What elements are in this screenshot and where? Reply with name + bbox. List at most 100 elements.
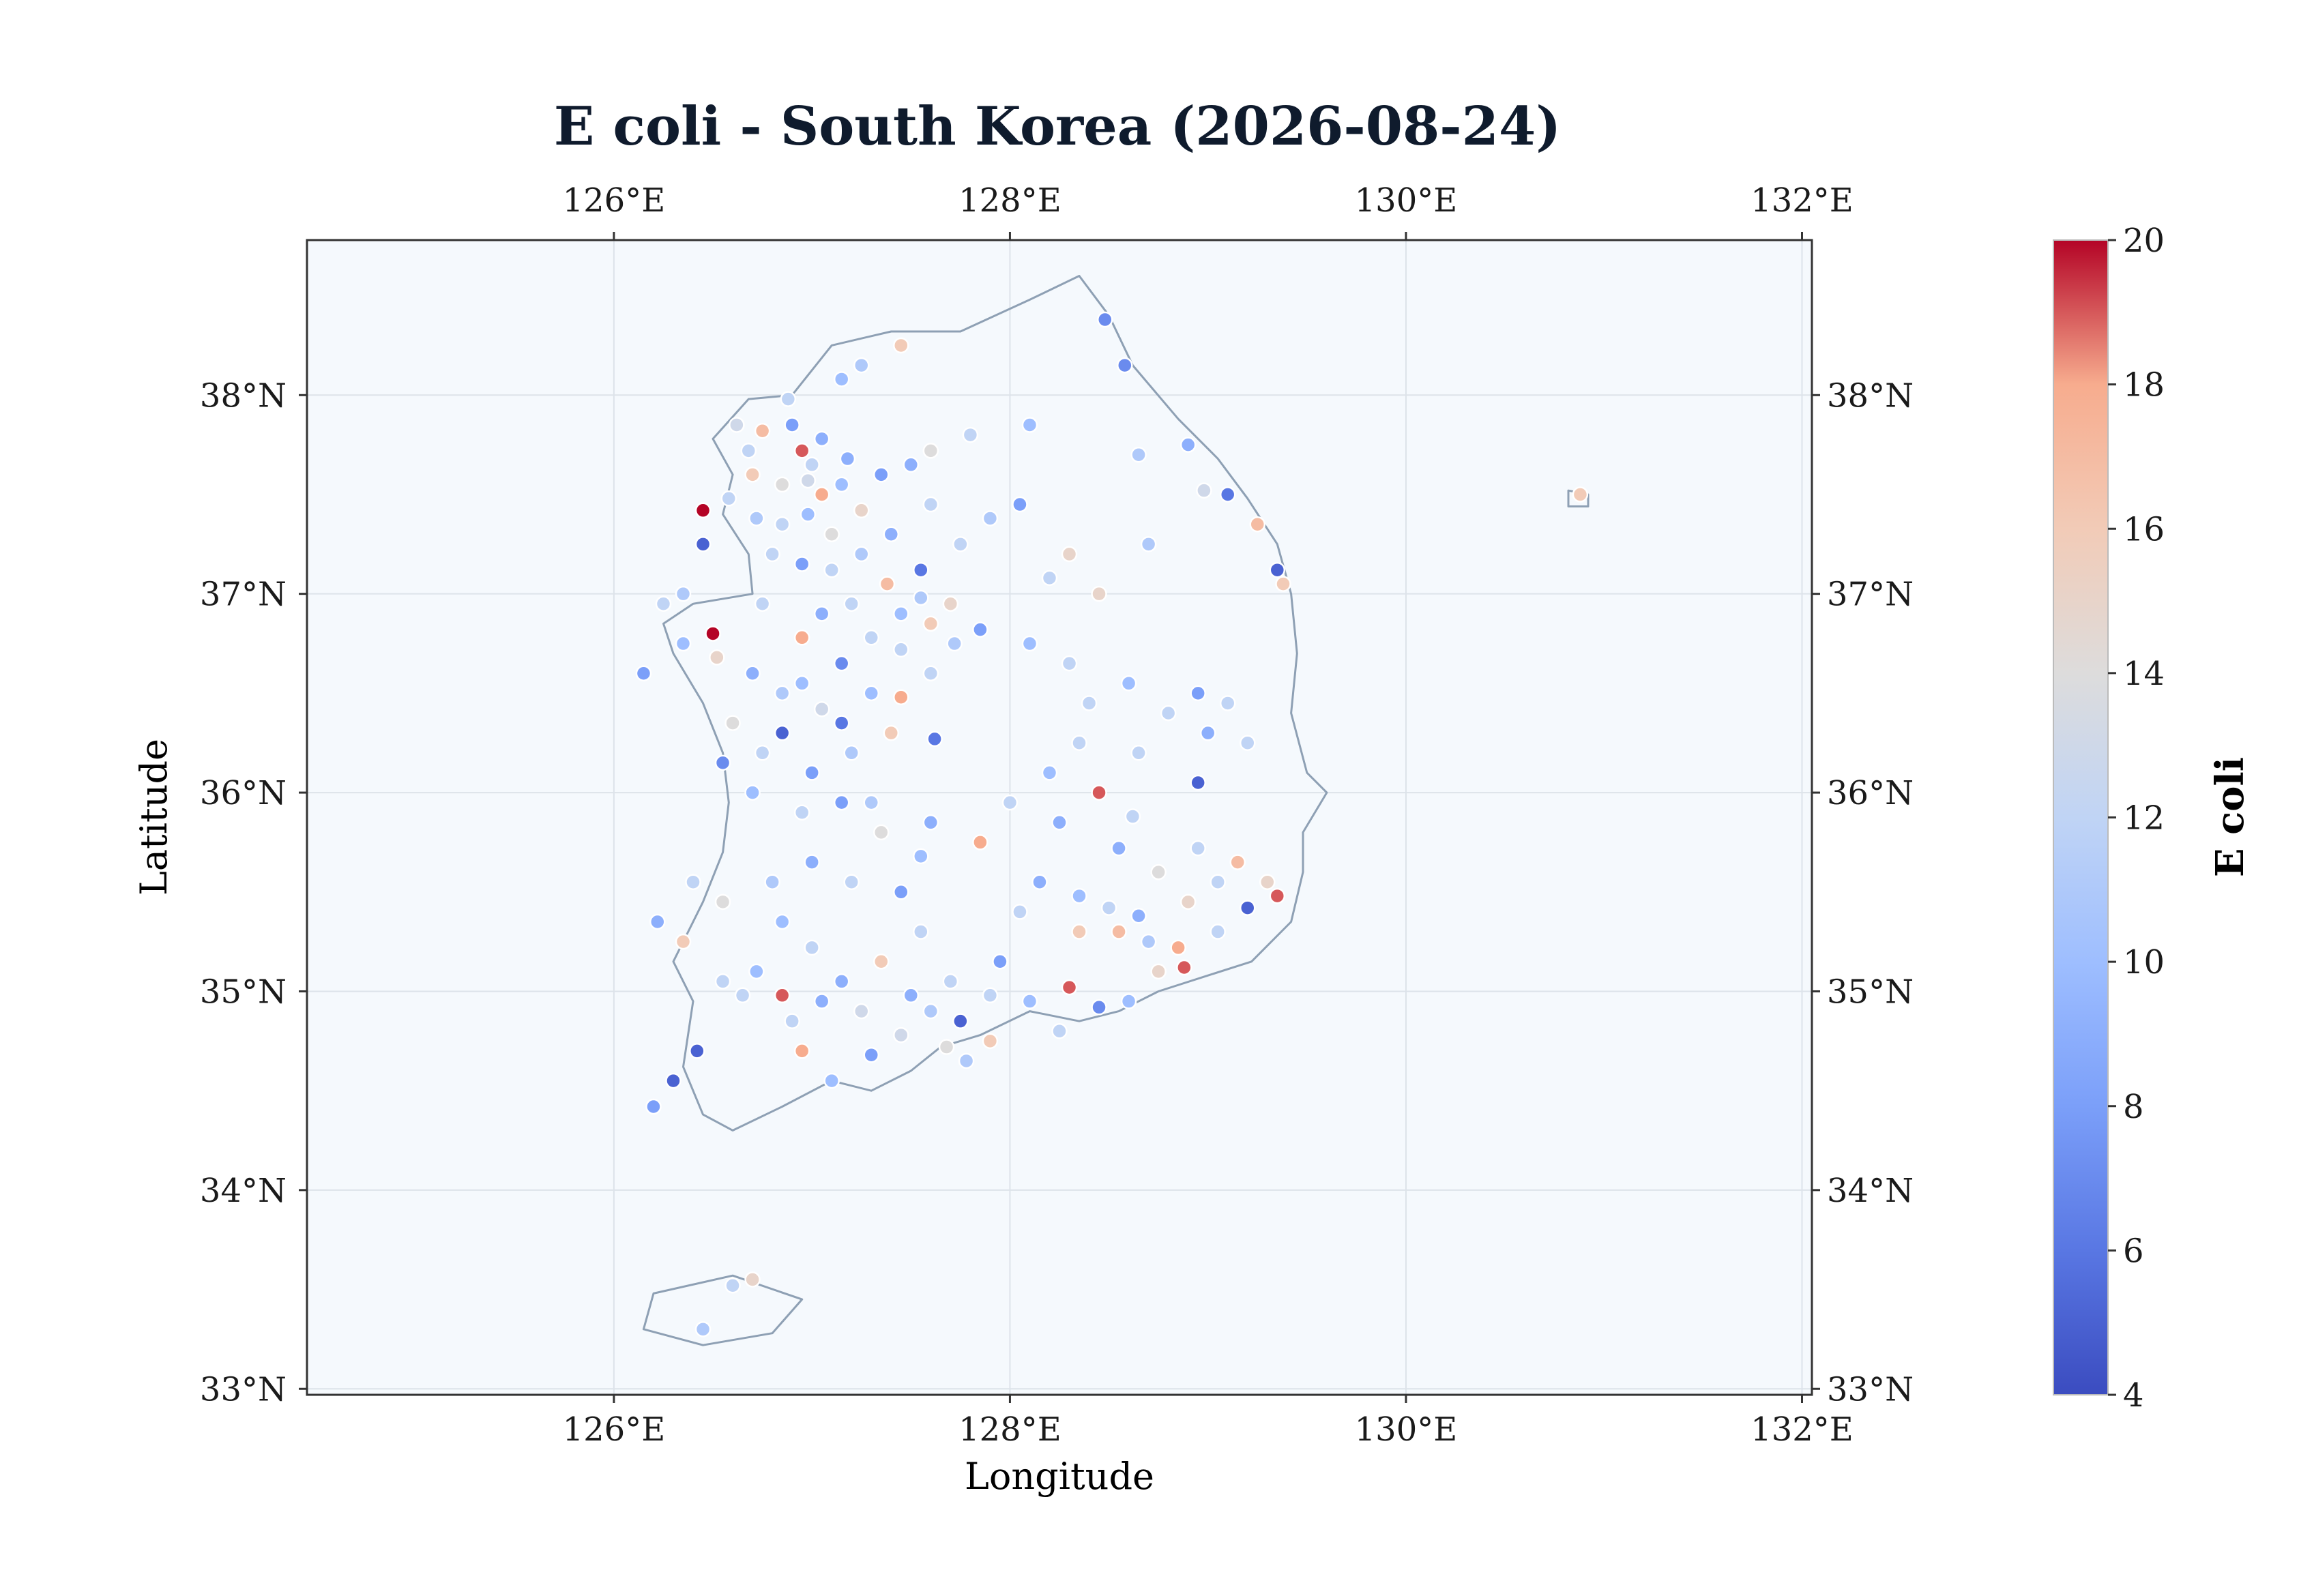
colorbar-tick-label: 20 — [2123, 222, 2165, 260]
sample-point — [1051, 1022, 1068, 1039]
sample-point — [873, 824, 890, 841]
sample-point — [793, 675, 810, 692]
sample-point — [982, 510, 999, 527]
sample-point — [833, 655, 850, 672]
sample-point — [635, 665, 652, 681]
y-tick-label-left: 38°N — [200, 376, 287, 415]
sample-point — [922, 665, 939, 681]
sample-point — [922, 1003, 939, 1020]
sample-point — [804, 765, 820, 781]
sample-point — [675, 635, 692, 652]
sample-point — [804, 456, 820, 473]
sample-point — [1021, 417, 1038, 433]
sample-point — [913, 561, 929, 578]
sample-point — [754, 595, 771, 612]
sample-point — [903, 987, 920, 1004]
y-tick-label-right: 33°N — [1827, 1370, 1914, 1408]
sample-point — [946, 635, 963, 652]
sample-point — [645, 1098, 662, 1115]
sample-point — [694, 536, 712, 552]
sample-point — [694, 502, 712, 519]
sample-point — [1170, 939, 1186, 956]
x-axis-label: Longitude — [965, 1455, 1154, 1498]
sample-point — [754, 745, 771, 761]
sample-point — [720, 490, 737, 507]
sample-point — [913, 589, 929, 606]
sample-point — [853, 1003, 870, 1020]
colorbar-gradient — [2053, 239, 2109, 1395]
sample-point — [1240, 735, 1256, 751]
sample-point — [724, 1277, 741, 1294]
x-tick-label-top: 128°E — [958, 181, 1061, 220]
sample-point — [729, 417, 745, 433]
sample-point — [863, 630, 879, 646]
sample-point — [1572, 486, 1589, 503]
sample-point — [962, 426, 979, 443]
sample-point — [893, 641, 909, 658]
sample-point — [1196, 482, 1212, 499]
sample-point — [813, 700, 830, 718]
sample-point — [780, 391, 797, 407]
sample-point — [883, 724, 900, 741]
colorbar-tick-label: 12 — [2123, 799, 2165, 838]
sample-point — [1041, 570, 1058, 587]
x-tick-label-bottom: 132°E — [1751, 1410, 1854, 1449]
sample-point — [926, 730, 943, 748]
sample-point — [813, 486, 830, 503]
sample-point — [893, 689, 909, 705]
sample-point — [1130, 907, 1147, 924]
sample-point — [982, 1033, 999, 1050]
sample-point — [774, 685, 791, 702]
sample-point — [784, 1013, 800, 1029]
sample-point — [1269, 887, 1286, 904]
sample-point — [1219, 486, 1236, 503]
map-axes: 126°E 126°E 128°E 128°E 130°E 130°E 132°E 132°E… — [200, 181, 1914, 1449]
sample-point — [804, 939, 820, 956]
sample-point — [1071, 923, 1087, 940]
sample-point — [893, 606, 909, 622]
sample-point — [705, 625, 721, 642]
sample-point — [942, 973, 959, 990]
sample-point — [853, 546, 870, 563]
sample-point — [1210, 874, 1226, 890]
x-tick-label-top: 126°E — [563, 181, 666, 220]
sample-point — [1091, 784, 1107, 801]
sample-point — [685, 874, 701, 890]
y-tick-label-left: 37°N — [200, 576, 287, 614]
sample-point — [1081, 695, 1098, 711]
colorbar-ticks: 4 6 8 10 12 14 16 18 20 — [2108, 222, 2165, 1415]
sample-point — [764, 874, 780, 890]
sample-point — [1180, 893, 1197, 911]
sample-point — [1051, 814, 1068, 831]
sample-point — [1021, 635, 1038, 652]
sample-point — [1190, 685, 1206, 702]
x-tick-label-top: 132°E — [1751, 181, 1854, 220]
plot-frame — [306, 239, 1813, 1396]
sample-point — [823, 526, 840, 543]
sample-point — [1012, 496, 1028, 513]
sample-point — [1001, 794, 1019, 811]
sample-point — [793, 556, 810, 572]
sample-point — [1100, 900, 1117, 916]
sample-point — [800, 506, 817, 522]
sample-point — [839, 450, 856, 467]
sample-point — [1199, 724, 1216, 741]
sample-point — [1111, 840, 1127, 857]
sample-point — [1150, 963, 1167, 980]
sample-point — [734, 987, 751, 1004]
sample-point — [744, 665, 761, 681]
sample-point — [1120, 993, 1137, 1009]
colorbar-tick-label: 4 — [2123, 1376, 2144, 1415]
y-axis-label: Latitude — [132, 739, 175, 896]
sample-point — [1150, 863, 1167, 881]
sample-point — [1012, 904, 1028, 920]
sample-point — [883, 526, 900, 543]
sample-point — [833, 476, 850, 493]
sample-point — [1249, 516, 1266, 533]
sample-point — [938, 1039, 955, 1055]
sample-point — [1071, 887, 1087, 904]
sample-point — [793, 443, 810, 459]
sample-point — [649, 913, 666, 930]
sample-point — [863, 685, 879, 702]
sample-point — [1140, 536, 1157, 552]
